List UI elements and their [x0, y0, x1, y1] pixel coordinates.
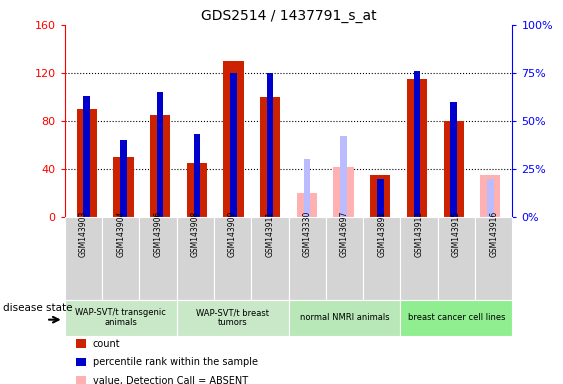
Title: GDS2514 / 1437791_s_at: GDS2514 / 1437791_s_at: [201, 8, 376, 23]
Bar: [260, 97, 280, 217]
Text: WAP-SVT/t transgenic
animals: WAP-SVT/t transgenic animals: [75, 308, 166, 328]
Text: GSM143908: GSM143908: [191, 210, 200, 257]
Bar: [224, 61, 244, 217]
Bar: [303, 159, 310, 217]
Bar: [487, 179, 494, 217]
Text: percentile rank within the sample: percentile rank within the sample: [93, 357, 258, 367]
Text: GSM143330: GSM143330: [303, 210, 312, 257]
Text: GSM143697: GSM143697: [340, 210, 349, 257]
Text: GSM143903: GSM143903: [79, 210, 88, 257]
Bar: [187, 163, 207, 217]
Text: GSM143916: GSM143916: [489, 210, 498, 257]
Text: GSM143913: GSM143913: [414, 210, 423, 257]
Bar: [267, 73, 274, 217]
Bar: [297, 193, 317, 217]
Text: GSM143911: GSM143911: [265, 210, 274, 257]
Bar: [113, 157, 133, 217]
Bar: [444, 121, 464, 217]
Bar: [333, 167, 354, 217]
Text: disease state: disease state: [3, 303, 72, 313]
Text: WAP-SVT/t breast
tumors: WAP-SVT/t breast tumors: [196, 308, 269, 328]
Bar: [83, 96, 90, 217]
Bar: [377, 179, 383, 217]
Text: value, Detection Call = ABSENT: value, Detection Call = ABSENT: [93, 376, 248, 384]
Bar: [407, 79, 427, 217]
Text: GSM143906: GSM143906: [154, 210, 163, 257]
Bar: [230, 73, 237, 217]
Bar: [370, 175, 390, 217]
Bar: [414, 71, 420, 217]
Text: GSM143909: GSM143909: [228, 210, 237, 257]
Bar: [194, 134, 200, 217]
Bar: [77, 109, 97, 217]
Text: GSM143915: GSM143915: [452, 210, 461, 257]
Bar: [450, 102, 457, 217]
Text: GSM143904: GSM143904: [116, 210, 125, 257]
Text: breast cancer cell lines: breast cancer cell lines: [408, 313, 505, 322]
Bar: [120, 140, 127, 217]
Bar: [150, 115, 170, 217]
Text: count: count: [93, 339, 120, 349]
Text: GSM143891: GSM143891: [377, 210, 386, 257]
Bar: [340, 136, 347, 217]
Bar: [480, 175, 501, 217]
Text: normal NMRI animals: normal NMRI animals: [300, 313, 389, 322]
Bar: [157, 92, 163, 217]
